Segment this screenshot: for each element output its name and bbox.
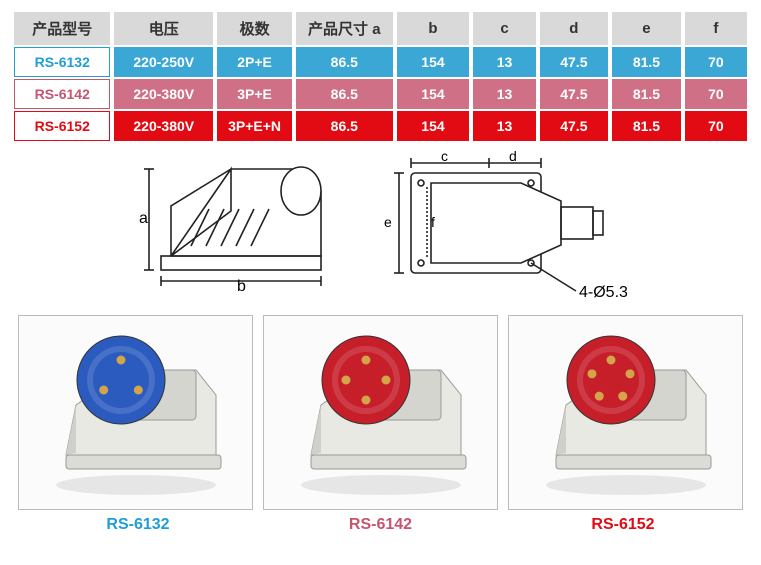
table-cell: 13 — [473, 47, 535, 77]
table-cell: 154 — [397, 79, 470, 109]
product-gallery — [10, 315, 751, 510]
table-header: f — [685, 12, 747, 45]
diagram-front-view: c d e f 4-Ø5.3 — [381, 151, 651, 301]
table-row: RS-6142220-380V3P+E86.51541347.581.570 — [14, 79, 747, 109]
table-cell: 70 — [685, 111, 747, 141]
product-caption: RS-6152 — [503, 516, 743, 534]
model-label: RS-6132 — [14, 47, 110, 77]
table-cell: 220-380V — [114, 111, 213, 141]
dim-label-f: f — [431, 214, 435, 230]
table-cell: 81.5 — [612, 47, 681, 77]
diagram-side-view: a b — [111, 151, 341, 301]
table-cell: 2P+E — [217, 47, 292, 77]
model-label: RS-6152 — [14, 111, 110, 141]
spec-table: 产品型号电压极数产品尺寸 abcdef RS-6132220-250V2P+E8… — [10, 10, 751, 143]
table-cell: 220-380V — [114, 79, 213, 109]
table-row: RS-6132220-250V2P+E86.51541347.581.570 — [14, 47, 747, 77]
product-card — [508, 315, 743, 510]
table-cell: 47.5 — [540, 111, 609, 141]
dim-label-b: b — [237, 278, 246, 291]
model-label: RS-6142 — [14, 79, 110, 109]
dimension-diagrams: a b — [10, 151, 751, 301]
table-cell: 86.5 — [296, 79, 392, 109]
product-card — [18, 315, 253, 510]
table-header: c — [473, 12, 535, 45]
table-header: e — [612, 12, 681, 45]
table-cell: 3P+E+N — [217, 111, 292, 141]
dim-label-c: c — [441, 151, 448, 164]
table-cell: 86.5 — [296, 47, 392, 77]
table-cell: 13 — [473, 79, 535, 109]
table-header: 产品尺寸 a — [296, 12, 392, 45]
table-cell: 81.5 — [612, 111, 681, 141]
table-cell: 154 — [397, 111, 470, 141]
table-header: 极数 — [217, 12, 292, 45]
table-cell: 81.5 — [612, 79, 681, 109]
table-header: b — [397, 12, 470, 45]
table-cell: 154 — [397, 47, 470, 77]
table-cell: 47.5 — [540, 47, 609, 77]
dim-label-d: d — [509, 151, 517, 164]
table-cell: 70 — [685, 79, 747, 109]
dim-label-e: e — [384, 214, 392, 230]
product-caption: RS-6142 — [261, 516, 501, 534]
table-header: 电压 — [114, 12, 213, 45]
table-header: d — [540, 12, 609, 45]
product-caption: RS-6132 — [18, 516, 258, 534]
table-cell: 70 — [685, 47, 747, 77]
hole-note: 4-Ø5.3 — [579, 284, 628, 301]
table-header: 产品型号 — [14, 12, 110, 45]
table-cell: 13 — [473, 111, 535, 141]
dim-label-a: a — [139, 210, 148, 227]
table-cell: 3P+E — [217, 79, 292, 109]
table-cell: 47.5 — [540, 79, 609, 109]
product-captions: RS-6132RS-6142RS-6152 — [10, 510, 751, 534]
table-cell: 220-250V — [114, 47, 213, 77]
product-card — [263, 315, 498, 510]
table-cell: 86.5 — [296, 111, 392, 141]
table-row: RS-6152220-380V3P+E+N86.51541347.581.570 — [14, 111, 747, 141]
